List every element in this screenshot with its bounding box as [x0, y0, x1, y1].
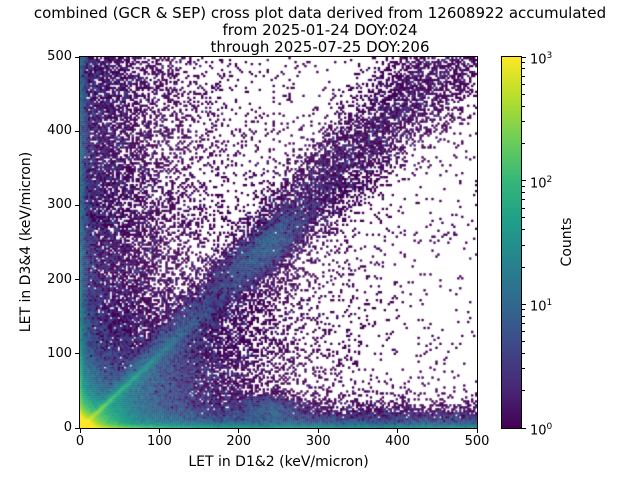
colorbar-minor-tick — [522, 266, 525, 268]
colorbar-tick — [522, 180, 526, 182]
plot-area — [79, 56, 478, 429]
colorbar-tick — [522, 427, 526, 429]
x-tick-label: 300 — [305, 434, 331, 449]
colorbar-minor-tick — [522, 192, 525, 194]
colorbar-minor-tick — [522, 75, 525, 77]
colorbar-minor-tick — [522, 322, 525, 324]
colorbar-minor-tick — [522, 185, 525, 187]
colorbar-minor-tick — [522, 353, 525, 355]
x-tick-label: 500 — [464, 434, 490, 449]
colorbar-minor-tick — [522, 199, 525, 201]
x-tick-label: 100 — [146, 434, 172, 449]
x-axis-label: LET in D1&2 (keV/micron) — [188, 454, 369, 470]
x-tick — [317, 429, 319, 433]
colorbar-minor-tick — [522, 105, 525, 107]
colorbar-minor-tick — [522, 244, 525, 246]
colorbar-minor-tick — [522, 309, 525, 311]
colorbar-minor-tick — [522, 390, 525, 392]
y-tick — [75, 204, 79, 206]
colorbar-minor-tick — [522, 62, 525, 64]
colorbar — [501, 56, 522, 429]
y-tick — [75, 56, 79, 58]
y-tick-label: 400 — [47, 123, 72, 139]
colorbar-tick-label: 100 — [530, 422, 553, 439]
y-tick — [75, 353, 79, 355]
colorbar-tick — [522, 303, 526, 305]
colorbar-minor-tick — [522, 68, 525, 70]
colorbar-minor-tick — [522, 121, 525, 123]
colorbar-minor-tick — [522, 315, 525, 317]
x-tick — [238, 429, 240, 433]
colorbar-minor-tick — [522, 331, 525, 333]
density-scatter-canvas — [80, 57, 477, 428]
colorbar-minor-tick — [522, 368, 525, 370]
x-tick — [79, 429, 81, 433]
x-tick — [476, 429, 478, 433]
y-tick-label: 0 — [63, 420, 72, 435]
y-tick-label: 200 — [47, 271, 72, 287]
y-tick-label: 500 — [47, 49, 72, 64]
chart-title-line-3: through 2025-07-25 DOY:206 — [210, 38, 430, 56]
y-axis-label: LET in D3&4 (keV/micron) — [18, 151, 34, 333]
colorbar-tick-label: 103 — [530, 51, 553, 68]
x-tick-label: 0 — [75, 434, 85, 449]
y-tick-label: 300 — [47, 197, 72, 213]
colorbar-minor-tick — [522, 93, 525, 95]
x-tick-label: 200 — [226, 434, 252, 449]
colorbar-tick-label: 101 — [530, 298, 553, 315]
y-tick — [75, 130, 79, 132]
chart-title-line-2: from 2025-01-24 DOY:024 — [222, 21, 418, 39]
colorbar-minor-tick — [522, 341, 525, 343]
chart-title-line-1: combined (GCR & SEP) cross plot data der… — [33, 4, 607, 22]
colorbar-tick-label: 102 — [530, 174, 553, 191]
x-tick-label: 400 — [385, 434, 411, 449]
y-tick-label: 100 — [47, 345, 72, 361]
colorbar-minor-tick — [522, 142, 525, 144]
colorbar-tick — [522, 56, 526, 58]
colorbar-minor-tick — [522, 83, 525, 85]
y-tick — [75, 427, 79, 429]
x-tick — [158, 429, 160, 433]
y-tick — [75, 279, 79, 281]
chart-title: combined (GCR & SEP) cross plot data der… — [0, 5, 640, 56]
colorbar-label: Counts — [559, 217, 575, 267]
colorbar-minor-tick — [522, 217, 525, 219]
colorbar-minor-tick — [522, 207, 525, 209]
colorbar-minor-tick — [522, 229, 525, 231]
x-tick — [397, 429, 399, 433]
